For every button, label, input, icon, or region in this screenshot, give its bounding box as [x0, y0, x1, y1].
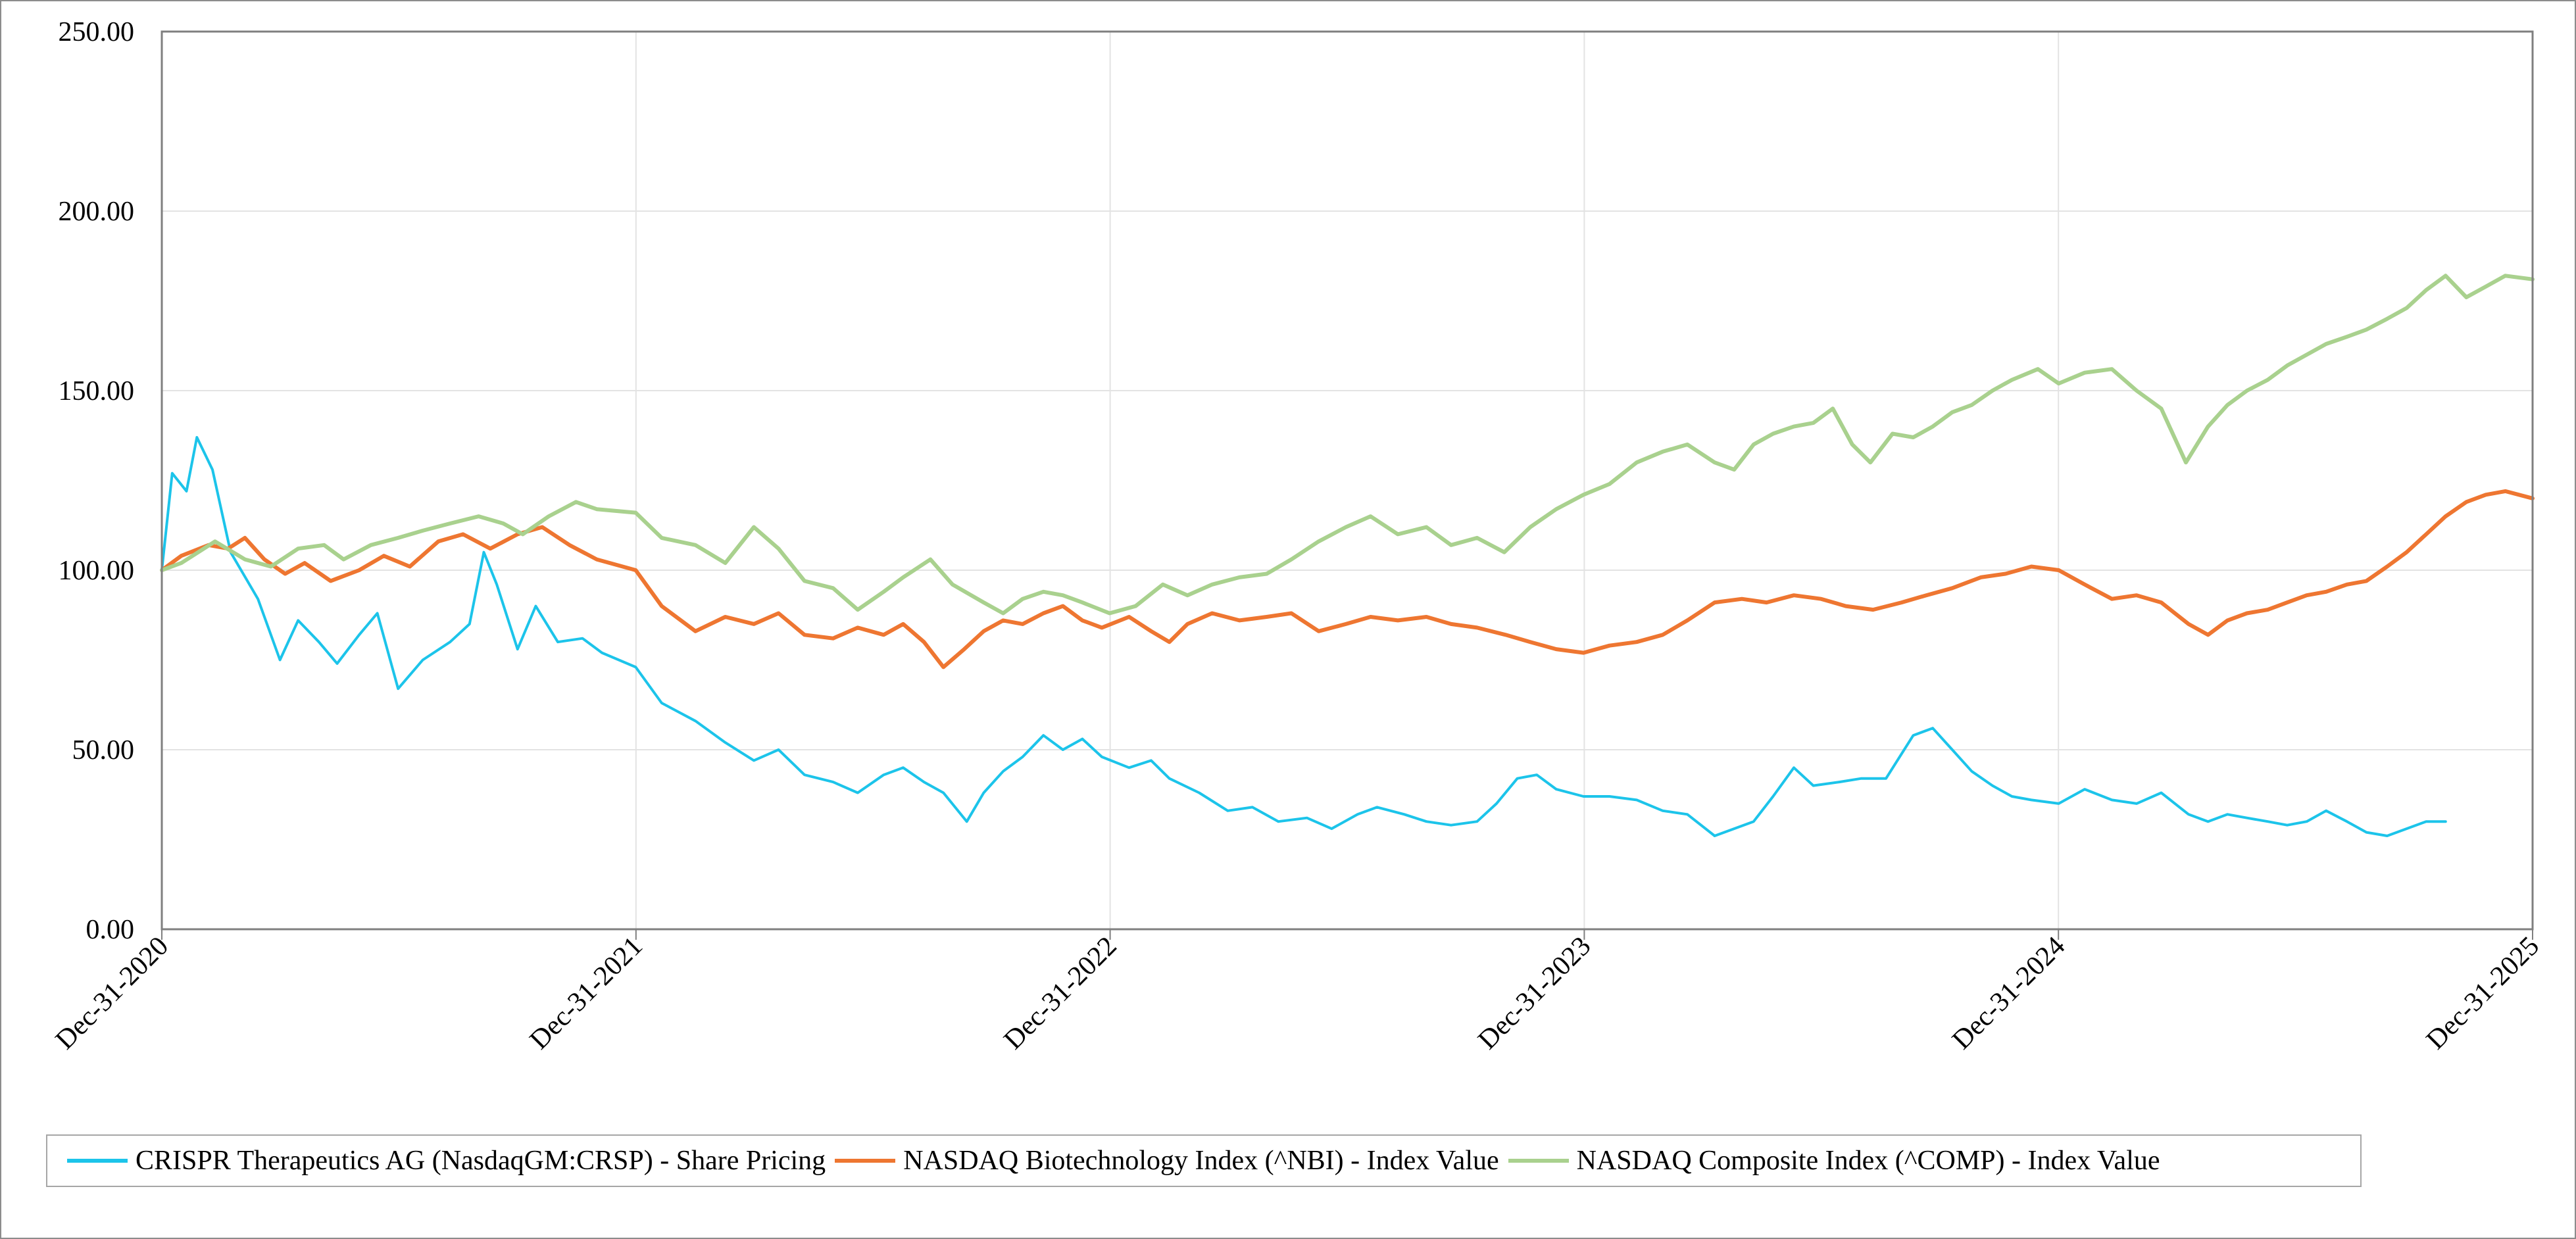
legend-item-nbi: NASDAQ Biotechnology Index (^NBI) - Inde…: [835, 1145, 1499, 1177]
x-tick-label: Dec-31-2020: [50, 931, 174, 1056]
y-tick-label: 250.00: [59, 17, 135, 47]
series-line-1: [160, 489, 2535, 669]
x-tick-label: Dec-31-2025: [2421, 931, 2545, 1056]
plot-area-border: [161, 30, 2534, 931]
x-tick-label: Dec-31-2021: [524, 931, 649, 1056]
legend-label-comp: NASDAQ Composite Index (^COMP) - Index V…: [1576, 1146, 2160, 1176]
series-line-2: [160, 274, 2535, 616]
y-tick-label: 150.00: [59, 376, 135, 406]
y-tick-label: 200.00: [59, 197, 135, 227]
x-tick-label: Dec-31-2023: [1472, 931, 1597, 1056]
chart-legend: CRISPR Therapeutics AG (NasdaqGM:CRSP) -…: [46, 1134, 2362, 1187]
y-tick-label: 0.00: [86, 915, 135, 945]
x-tick-label: Dec-31-2024: [1946, 931, 2071, 1056]
legend-swatch-crsp: [67, 1159, 128, 1163]
legend-item-crsp: CRISPR Therapeutics AG (NasdaqGM:CRSP) -…: [67, 1145, 826, 1177]
legend-item-comp: NASDAQ Composite Index (^COMP) - Index V…: [1508, 1145, 2160, 1177]
y-tick-label: 100.00: [59, 556, 135, 586]
legend-label-crsp: CRISPR Therapeutics AG (NasdaqGM:CRSP) -…: [136, 1146, 826, 1176]
y-tick-label: 50.00: [72, 735, 135, 765]
x-tick-label: Dec-31-2022: [998, 931, 1122, 1056]
legend-label-nbi: NASDAQ Biotechnology Index (^NBI) - Inde…: [903, 1146, 1499, 1176]
legend-swatch-comp: [1508, 1159, 1569, 1163]
line-chart: 0.00 50.00 100.00 150.00 200.00 250.00 Dec-31-…: [50, 17, 2545, 1056]
legend-swatch-nbi: [835, 1159, 896, 1163]
series-line-0: [161, 436, 2447, 837]
